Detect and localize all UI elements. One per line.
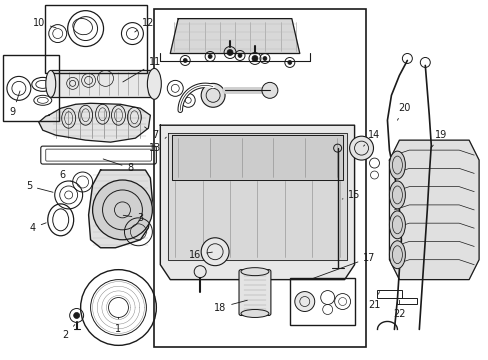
Circle shape	[92, 180, 152, 240]
Ellipse shape	[241, 268, 268, 276]
Circle shape	[208, 54, 212, 58]
Text: 3: 3	[123, 213, 143, 223]
Circle shape	[294, 292, 314, 311]
Polygon shape	[170, 19, 299, 54]
Ellipse shape	[46, 71, 56, 97]
Text: 21: 21	[367, 292, 380, 310]
Text: 12: 12	[135, 18, 154, 32]
Text: 11: 11	[122, 58, 161, 82]
Polygon shape	[88, 170, 152, 248]
Ellipse shape	[388, 151, 405, 179]
Polygon shape	[51, 71, 154, 97]
Text: 9: 9	[10, 91, 20, 117]
Circle shape	[287, 60, 291, 64]
Text: 15: 15	[342, 190, 360, 200]
Text: 10: 10	[33, 18, 56, 28]
Bar	[45, 5, 147, 73]
Text: 8: 8	[103, 159, 133, 173]
Bar	[377, 289, 402, 298]
Polygon shape	[160, 125, 354, 280]
Circle shape	[201, 84, 224, 107]
Ellipse shape	[388, 211, 405, 239]
Polygon shape	[168, 133, 346, 260]
Text: 1: 1	[115, 317, 122, 334]
Circle shape	[238, 54, 242, 58]
Text: 5: 5	[26, 181, 53, 192]
Ellipse shape	[147, 68, 161, 99]
Polygon shape	[172, 135, 342, 180]
Text: 16: 16	[189, 250, 212, 260]
Text: 18: 18	[214, 300, 247, 312]
Circle shape	[349, 136, 373, 160]
Circle shape	[262, 82, 277, 98]
Bar	[289, 278, 354, 325]
Circle shape	[201, 238, 228, 266]
Text: 20: 20	[397, 103, 410, 120]
Bar	[154, 9, 365, 347]
Text: 22: 22	[392, 300, 405, 319]
Text: 19: 19	[430, 130, 447, 148]
Bar	[397, 298, 416, 303]
Circle shape	[251, 55, 258, 62]
Circle shape	[263, 57, 266, 60]
Circle shape	[74, 312, 80, 319]
Ellipse shape	[241, 310, 268, 318]
Polygon shape	[388, 140, 478, 280]
Text: 13: 13	[149, 137, 166, 153]
Text: 6: 6	[60, 170, 71, 181]
Text: 17: 17	[312, 253, 375, 279]
Text: 2: 2	[62, 325, 75, 341]
Circle shape	[226, 50, 233, 55]
Text: 14: 14	[363, 130, 380, 146]
Ellipse shape	[388, 241, 405, 269]
Ellipse shape	[388, 181, 405, 209]
Circle shape	[183, 58, 187, 62]
FancyBboxPatch shape	[239, 270, 270, 315]
Text: 4: 4	[30, 223, 46, 233]
Text: 7: 7	[144, 127, 158, 140]
Bar	[3, 55, 59, 121]
Polygon shape	[39, 103, 150, 142]
